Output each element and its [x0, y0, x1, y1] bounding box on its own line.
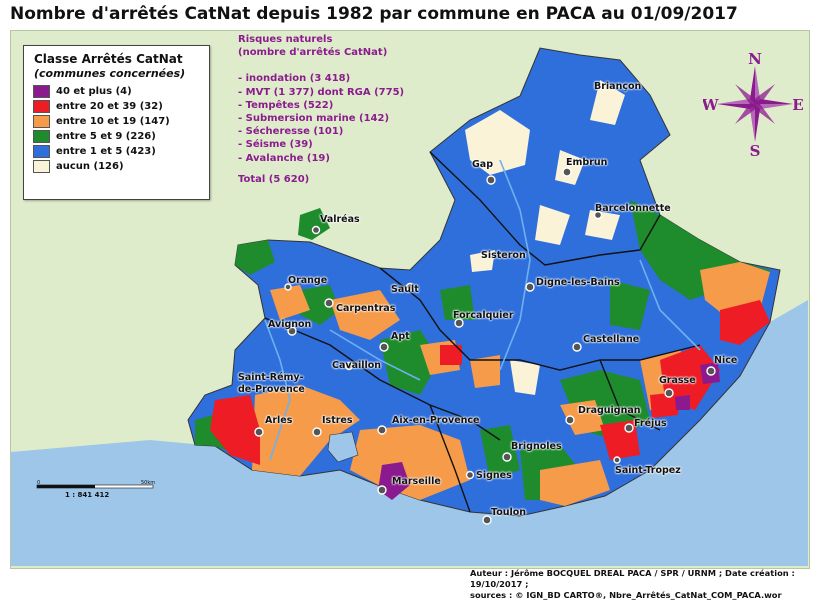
legend-row: entre 1 et 5 (423)	[33, 144, 209, 159]
risk-item: - Sécheresse (101)	[238, 126, 344, 138]
risk-item: - Séisme (39)	[238, 139, 313, 151]
risks-total: Total (5 620)	[238, 173, 310, 185]
town-label: Gap	[472, 159, 494, 170]
legend-row: entre 20 et 39 (32)	[33, 99, 209, 114]
town-label: Sisteron	[481, 250, 526, 261]
map-credits: Auteur : Jérôme BOCQUEL DREAL PACA / SPR…	[470, 568, 817, 601]
town-label: Nice	[714, 355, 738, 366]
legend-row: aucun (126)	[33, 159, 209, 174]
town-label: Sault	[391, 284, 419, 295]
legend-subtitle: (communes concernées)	[34, 67, 186, 80]
legend-swatch	[33, 100, 50, 113]
town-label: Draguignan	[578, 405, 641, 416]
town-label: Forcalquier	[453, 310, 514, 321]
legend-title: Classe Arrêtés CatNat	[34, 52, 183, 66]
town-label: Barcelonnette	[595, 203, 671, 214]
town-label: Grasse	[659, 375, 696, 386]
scale-zero: 0	[37, 480, 40, 486]
legend-row: entre 5 et 9 (226)	[33, 129, 209, 144]
rivers	[264, 159, 701, 461]
legend-box: Classe Arrêtés CatNat (communes concerné…	[23, 45, 210, 200]
town-label: Orange	[288, 275, 328, 286]
town-label: de-Provence	[238, 384, 305, 395]
risks-subheading: (nombre d'arrêtés CatNat)	[238, 47, 388, 59]
town-markers	[254, 167, 716, 525]
no-catnat-areas	[465, 80, 625, 395]
town-label: Avignon	[268, 319, 312, 330]
town-label: Signes	[476, 470, 512, 481]
legend-label: entre 5 et 9 (226)	[56, 131, 156, 142]
town-label: Briançon	[594, 81, 642, 92]
compass-w: W	[703, 96, 720, 114]
legend-swatch	[33, 115, 50, 128]
scale-ratio: 1 : 841 412	[65, 491, 109, 499]
compass-e: E	[792, 96, 803, 114]
legend-label: aucun (126)	[56, 161, 124, 172]
etang-de-berre	[327, 431, 359, 463]
legend-label: entre 10 et 19 (147)	[56, 116, 170, 127]
risk-item: - MVT (1 377) dont RGA (775)	[238, 86, 405, 98]
risk-item: - Avalanche (19)	[238, 152, 330, 164]
legend-swatch	[33, 130, 50, 143]
town-label: Valréas	[320, 214, 360, 225]
legend-swatch	[33, 145, 50, 158]
town-label: Saint-Tropez	[615, 465, 681, 476]
legend-row: entre 10 et 19 (147)	[33, 114, 209, 129]
risk-item: - Tempêtes (522)	[238, 99, 334, 111]
legend-label: entre 1 et 5 (423)	[56, 146, 156, 157]
risk-item: - Submersion marine (142)	[238, 113, 390, 125]
legend-row: 40 et plus (4)	[33, 84, 209, 99]
town-label: Apt	[391, 331, 410, 342]
legend-label: entre 20 et 39 (32)	[56, 101, 163, 112]
scale-max: 50km	[141, 480, 155, 486]
credits-author: Auteur : Jérôme BOCQUEL DREAL PACA / SPR…	[470, 568, 795, 589]
town-label: Digne-les-Bains	[536, 277, 620, 288]
credits-sources: sources : © IGN_BD CARTO®, Nbre_Arrêtés_…	[470, 590, 782, 600]
town-label: Istres	[322, 415, 353, 426]
town-label: Castellane	[583, 334, 640, 345]
scale-bar: 0 50km 1 : 841 412	[36, 480, 155, 499]
legend-swatch	[33, 85, 50, 98]
town-label: Saint-Rémy-	[238, 372, 304, 383]
legend-swatch	[33, 160, 50, 173]
town-label: Marseille	[392, 476, 441, 487]
map-title: Nombre d'arrêtés CatNat depuis 1982 par …	[10, 4, 738, 24]
mediterranean-sea	[11, 300, 808, 566]
town-label: Carpentras	[336, 303, 396, 314]
risks-heading: Risques naturels	[238, 34, 333, 45]
compass-n: N	[748, 52, 762, 68]
risk-item: - inondation (3 418)	[238, 73, 351, 85]
town-label: Toulon	[491, 507, 527, 518]
compass-s: S	[750, 142, 761, 157]
risks-panel: Risques naturels (nombre d'arrêtés CatNa…	[238, 33, 404, 186]
legend-label: 40 et plus (4)	[56, 86, 132, 97]
compass-rose-icon: N S W E	[703, 52, 803, 157]
town-label: Embrun	[566, 157, 608, 168]
town-label: Aix-en-Provence	[392, 415, 480, 426]
department-boundaries	[264, 151, 701, 513]
town-label: Brignoles	[511, 441, 562, 452]
town-label: Arles	[265, 415, 293, 426]
town-label: Cavaillon	[332, 360, 382, 371]
town-label: Fréjus	[634, 418, 667, 429]
